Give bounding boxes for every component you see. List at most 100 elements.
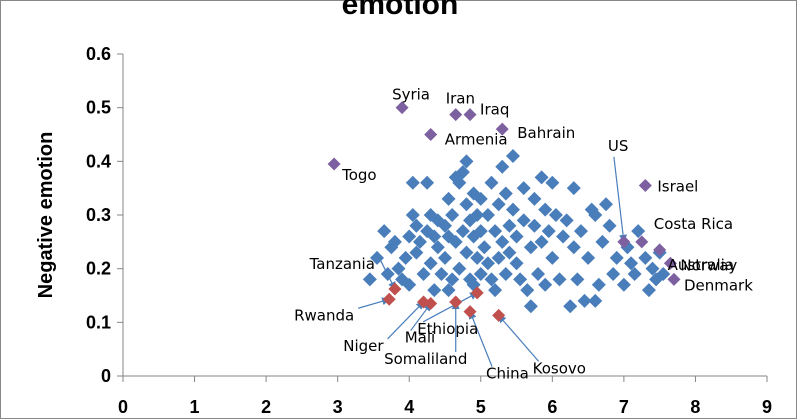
data-point — [427, 229, 442, 244]
x-tick-label: 1 — [190, 397, 200, 417]
point-label: Costa Rica — [654, 215, 733, 233]
data-point — [405, 208, 420, 222]
data-point — [581, 250, 596, 265]
data-point — [577, 293, 592, 308]
data-point — [405, 175, 420, 190]
point-label: Norway — [680, 256, 737, 274]
data-point — [563, 299, 578, 314]
point-label: Tanzania — [309, 255, 375, 273]
data-point — [624, 256, 639, 271]
data-point — [548, 208, 563, 222]
data-point — [527, 191, 542, 206]
data-point — [638, 250, 653, 265]
point-label: Bahrain — [517, 124, 575, 142]
labeled-point-denmark — [667, 272, 681, 286]
data-point — [495, 234, 510, 249]
data-point — [409, 245, 424, 260]
data-point — [531, 267, 546, 282]
data-point — [541, 224, 556, 239]
data-point — [412, 234, 427, 249]
point-label: Australia — [668, 256, 734, 274]
point-label: Niger — [343, 337, 384, 355]
label-arrow — [613, 156, 628, 243]
data-point — [645, 261, 660, 276]
data-point — [538, 202, 553, 217]
data-point — [491, 250, 506, 265]
data-point — [473, 191, 488, 206]
data-point — [441, 191, 456, 206]
data-point — [445, 272, 460, 287]
data-point — [480, 208, 495, 222]
data-point — [591, 277, 606, 292]
label-arrow — [387, 301, 425, 340]
y-tick-label: 0.5 — [86, 98, 111, 118]
data-point — [509, 229, 524, 244]
point-label: Denmark — [684, 276, 753, 294]
data-point — [599, 197, 613, 212]
labeled-point-mali — [424, 297, 438, 311]
data-point — [631, 224, 646, 239]
point-labels: Syria Iran Iraq Bahrain Armenia Togo Israel US C… — [294, 86, 753, 383]
data-point — [602, 218, 617, 233]
data-point — [516, 181, 531, 196]
data-point — [438, 250, 452, 265]
y-tick-label: 0.1 — [86, 312, 111, 332]
data-point — [434, 267, 449, 282]
data-point — [416, 267, 431, 282]
data-point — [398, 250, 413, 265]
x-tick-label: 3 — [333, 397, 343, 417]
x-tick-label: 6 — [547, 397, 557, 417]
point-label: Israel — [657, 177, 698, 195]
data-point — [452, 261, 467, 276]
labeled-point-somaliland — [449, 295, 463, 309]
data-point — [477, 240, 492, 255]
data-point — [588, 208, 603, 222]
data-point — [459, 245, 474, 260]
labeled-point-costa-rica — [635, 235, 649, 249]
data-point — [616, 277, 631, 292]
point-label: Iran — [446, 90, 475, 108]
data-point — [473, 267, 488, 282]
data-point — [473, 224, 488, 239]
x-tick-label: 9 — [762, 397, 772, 417]
point-label: Rwanda — [294, 306, 354, 324]
data-point — [534, 234, 549, 249]
data-point — [495, 159, 510, 174]
data-point — [402, 277, 417, 292]
data-point — [498, 267, 513, 282]
x-tick-label: 7 — [619, 397, 629, 417]
label-arrow — [498, 314, 540, 362]
labeled-point-china — [463, 305, 477, 319]
data-point — [523, 299, 538, 314]
labeled-point-ethiopia — [470, 286, 484, 300]
data-point — [430, 240, 445, 255]
labeled-point-syria — [395, 101, 409, 115]
data-point — [391, 261, 406, 276]
labeled-point-iran — [449, 108, 463, 122]
point-label: US — [608, 137, 629, 155]
labeled-point-us — [617, 235, 631, 249]
data-point — [370, 250, 385, 265]
x-tick-label: 4 — [404, 397, 414, 417]
y-tick-label: 0.2 — [86, 259, 111, 279]
data-point — [362, 272, 377, 287]
data-point — [420, 175, 435, 190]
data-point — [509, 256, 524, 271]
y-tick-label: 0.4 — [86, 151, 111, 171]
labeled-point-iraq — [463, 108, 477, 122]
data-point — [470, 250, 485, 265]
data-point — [502, 218, 517, 233]
label-arrow — [358, 297, 391, 309]
x-tick-label: 8 — [690, 397, 700, 417]
labeled-point-kosovo — [492, 308, 506, 322]
y-axis-label: Negative emotion — [35, 132, 57, 299]
data-point — [380, 267, 395, 282]
data-point — [505, 202, 520, 217]
data-point — [459, 154, 474, 169]
point-label: Mali — [405, 329, 435, 347]
y-tick-label: 0.6 — [86, 44, 111, 64]
point-label: Syria — [392, 86, 430, 104]
labeled-point-australia — [653, 243, 667, 257]
data-point — [498, 186, 513, 201]
